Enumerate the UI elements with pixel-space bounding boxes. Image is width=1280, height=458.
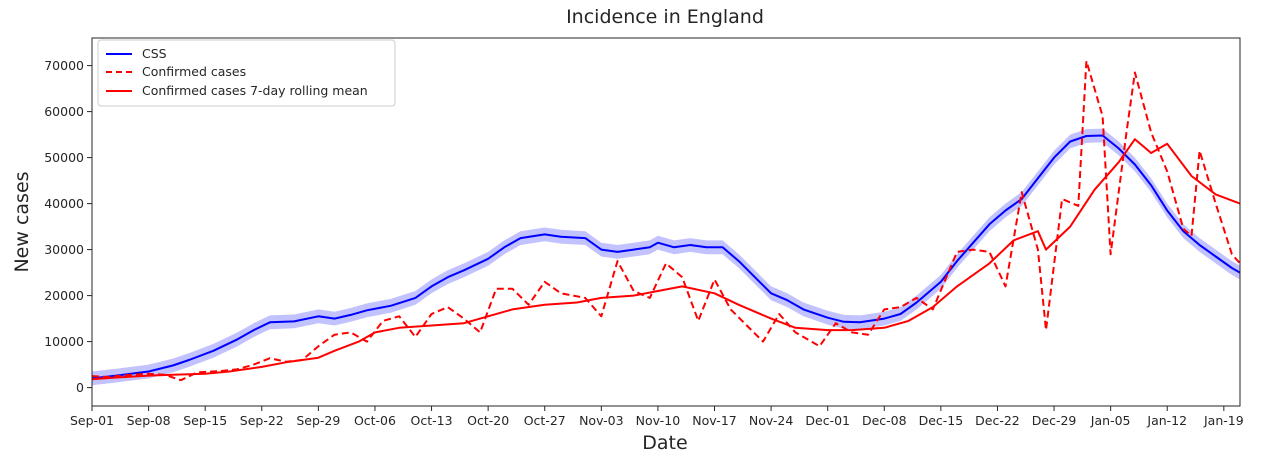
x-tick-label: Oct-13 xyxy=(411,413,453,428)
y-tick-label: 30000 xyxy=(44,242,84,257)
y-tick-label: 0 xyxy=(76,380,84,395)
x-tick-label: Sep-01 xyxy=(70,413,114,428)
legend-label-rolling-mean: Confirmed cases 7-day rolling mean xyxy=(142,83,368,98)
x-tick-label: Sep-29 xyxy=(296,413,340,428)
x-tick-label: Dec-22 xyxy=(975,413,1020,428)
y-tick-label: 20000 xyxy=(44,288,84,303)
series-line-rolling-mean xyxy=(92,138,1240,381)
x-tick-label: Nov-10 xyxy=(636,413,681,428)
y-tick-label: 70000 xyxy=(44,58,84,73)
plot-frame xyxy=(91,37,1241,407)
x-tick-label: Nov-17 xyxy=(692,413,736,428)
x-tick-label: Nov-24 xyxy=(749,413,794,428)
x-tick-label: Sep-08 xyxy=(127,413,171,428)
x-tick-label: Dec-15 xyxy=(919,413,964,428)
y-axis-label: New cases xyxy=(11,171,33,272)
y-tick-label: 50000 xyxy=(44,150,84,165)
x-tick-label: Sep-22 xyxy=(240,413,284,428)
legend-label-confirmed-cases: Confirmed cases xyxy=(142,64,246,79)
x-tick-label: Nov-03 xyxy=(579,413,623,428)
x-tick-label: Oct-27 xyxy=(524,413,566,428)
x-tick-label: Dec-01 xyxy=(805,413,850,428)
series-line-confirmed-cases xyxy=(92,60,1240,382)
x-tick-label: Jan-12 xyxy=(1146,413,1187,428)
x-tick-label: Jan-19 xyxy=(1203,413,1244,428)
y-tick-label: 10000 xyxy=(44,334,84,349)
y-tick-label: 60000 xyxy=(44,104,84,119)
x-tick-label: Dec-08 xyxy=(862,413,907,428)
x-tick-label: Jan-05 xyxy=(1090,413,1131,428)
legend-box xyxy=(97,39,396,107)
css-uncertainty-band xyxy=(92,128,1240,386)
x-tick-label: Dec-29 xyxy=(1032,413,1077,428)
x-axis-label: Date xyxy=(642,432,687,454)
chart-title: Incidence in England xyxy=(566,6,764,28)
plot-area xyxy=(92,60,1240,386)
y-tick-label: 40000 xyxy=(44,196,84,211)
x-tick-label: Oct-06 xyxy=(354,413,396,428)
x-tick-label: Oct-20 xyxy=(467,413,509,428)
x-axis: Sep-01 Sep-08 Sep-15 Sep-22 Sep-29 Oct-06 Oct-… xyxy=(70,406,1244,428)
legend: CSS Confirmed cases Confirmed cases 7-da… xyxy=(97,39,396,107)
y-axis: 0 10000 20000 30000 40000 50000 60000 70000 xyxy=(44,58,92,395)
x-tick-label: Sep-15 xyxy=(183,413,227,428)
series-line-css xyxy=(92,134,1240,380)
legend-label-css: CSS xyxy=(142,46,167,61)
